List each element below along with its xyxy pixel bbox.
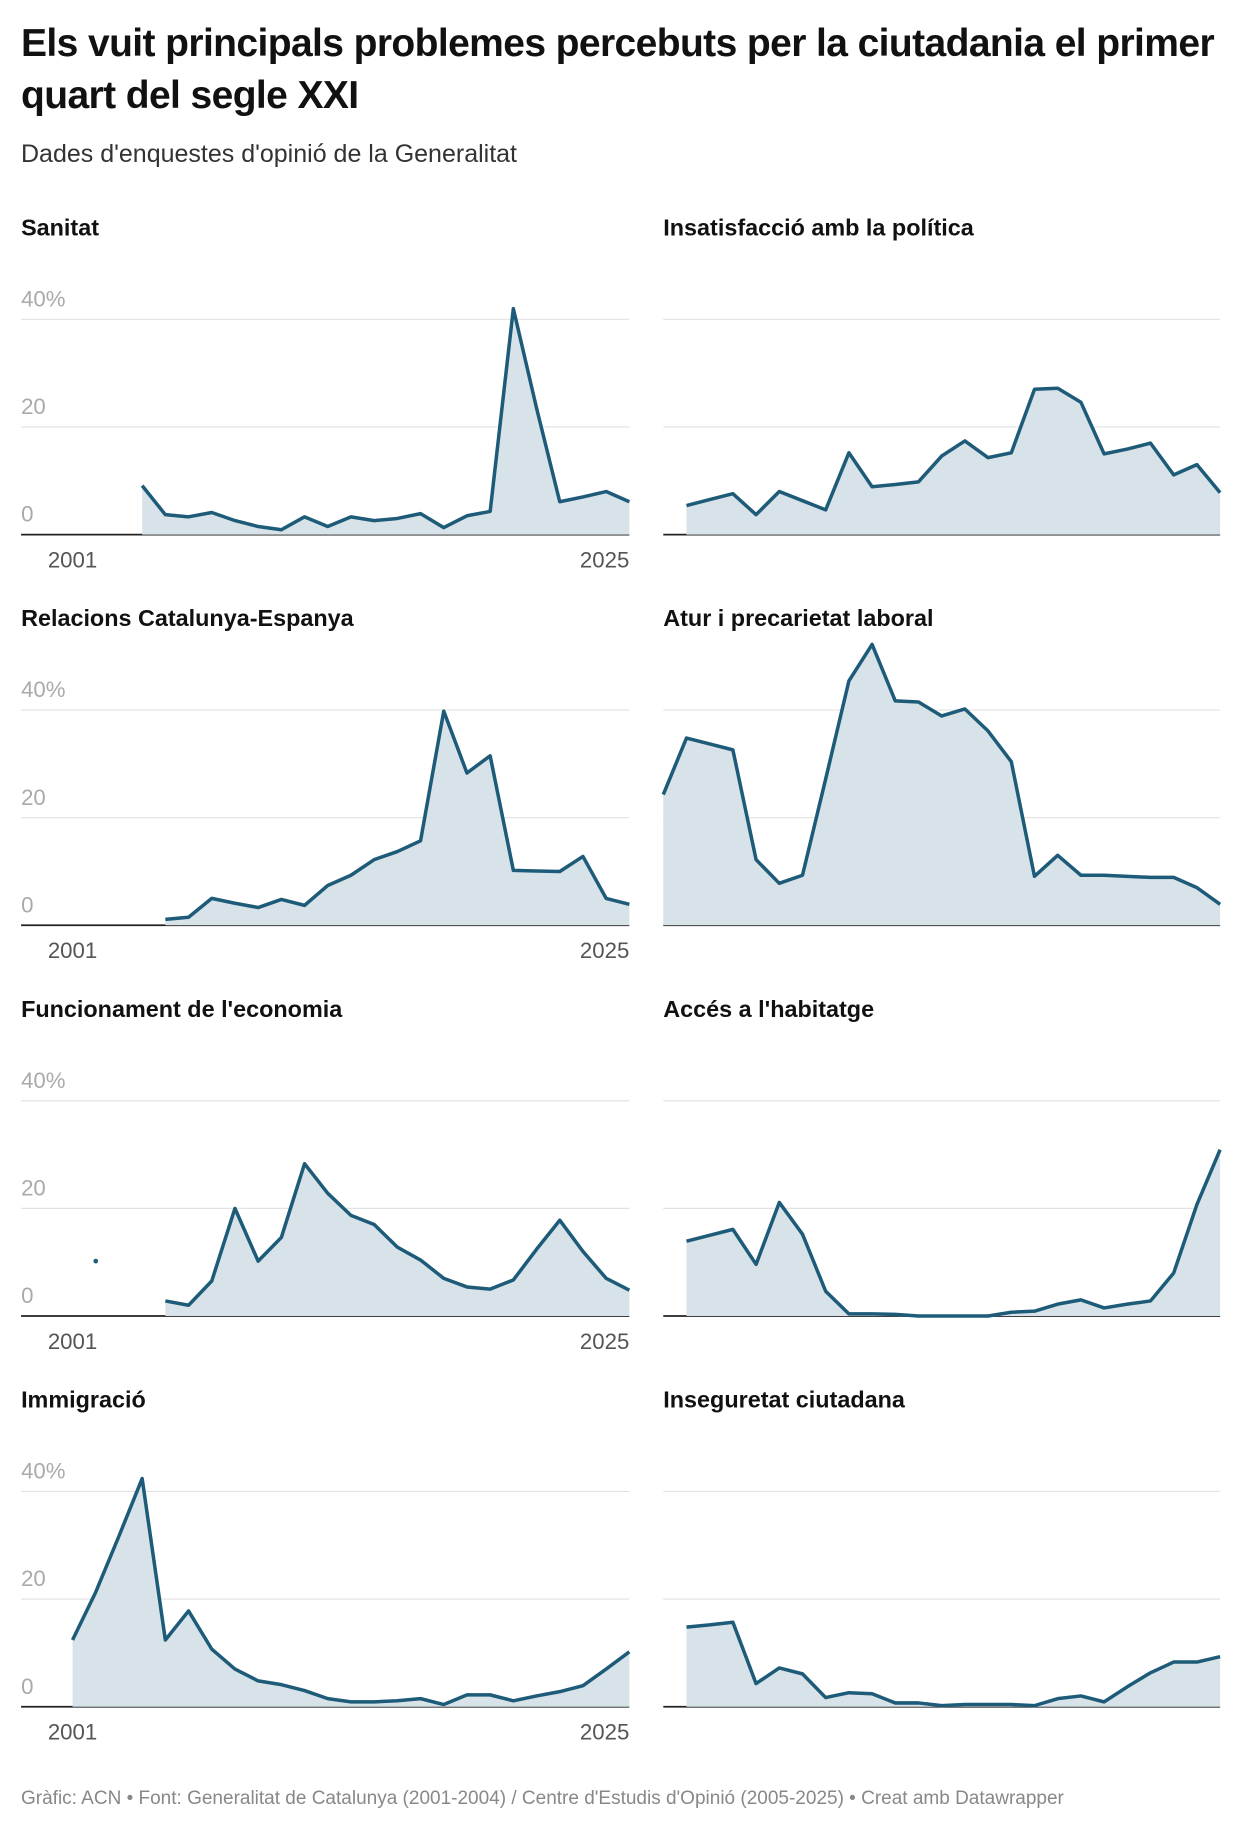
point <box>93 1258 99 1264</box>
panel-title: Insatisfacció amb la política <box>663 214 974 240</box>
x-tick-label: 2025 <box>580 547 629 572</box>
line <box>165 1161 631 1307</box>
x-tick-label: 2001 <box>48 1719 97 1744</box>
panel-title: Immigració <box>21 1387 146 1413</box>
panel-title: Funcionament de l'economia <box>21 996 343 1022</box>
y-tick-label: 40% <box>21 677 65 702</box>
y-tick-label: 40% <box>21 1459 65 1484</box>
y-tick-label: 40% <box>21 1068 65 1093</box>
area <box>142 308 630 535</box>
subtitle: Dades d'enquestes d'opinió de la General… <box>21 140 517 168</box>
y-tick-label: 0 <box>21 1674 33 1699</box>
line <box>165 709 630 922</box>
area <box>72 1478 630 1707</box>
x-tick-label: 2001 <box>48 547 97 572</box>
y-tick-label: 20 <box>21 1176 46 1201</box>
y-tick-label: 0 <box>21 502 33 527</box>
line <box>140 306 631 532</box>
panel-title: Relacions Catalunya-Espanya <box>21 605 355 631</box>
area <box>686 388 1221 535</box>
x-tick-label: 2025 <box>580 1719 629 1744</box>
panel-title: Inseguretat ciutadana <box>663 1387 906 1413</box>
title: Els vuit principals problemes percebuts … <box>21 22 1215 117</box>
y-tick-label: 0 <box>21 1283 33 1308</box>
area <box>686 1622 1221 1707</box>
line <box>686 386 1222 517</box>
line <box>661 642 1222 906</box>
line <box>686 1620 1221 1708</box>
source: Gràfic: ACN • Font: Generalitat de Catal… <box>21 1788 1064 1809</box>
x-tick-label: 2025 <box>580 1329 629 1354</box>
panel-title: Atur i precarietat laboral <box>663 605 933 631</box>
x-tick-label: 2025 <box>580 938 629 963</box>
y-tick-label: 20 <box>21 1566 46 1591</box>
y-tick-label: 40% <box>21 287 65 312</box>
panel-title: Sanitat <box>21 214 99 240</box>
line <box>70 1476 631 1707</box>
area <box>663 644 1221 926</box>
line <box>686 1149 1222 1318</box>
x-tick-label: 2001 <box>48 938 97 963</box>
area <box>165 1163 630 1316</box>
area <box>686 1149 1221 1316</box>
y-tick-label: 0 <box>21 892 33 917</box>
panel-title: Accés a l'habitatge <box>663 996 874 1022</box>
x-tick-label: 2001 <box>48 1329 97 1354</box>
y-tick-label: 20 <box>21 785 46 810</box>
y-tick-label: 20 <box>21 394 46 419</box>
